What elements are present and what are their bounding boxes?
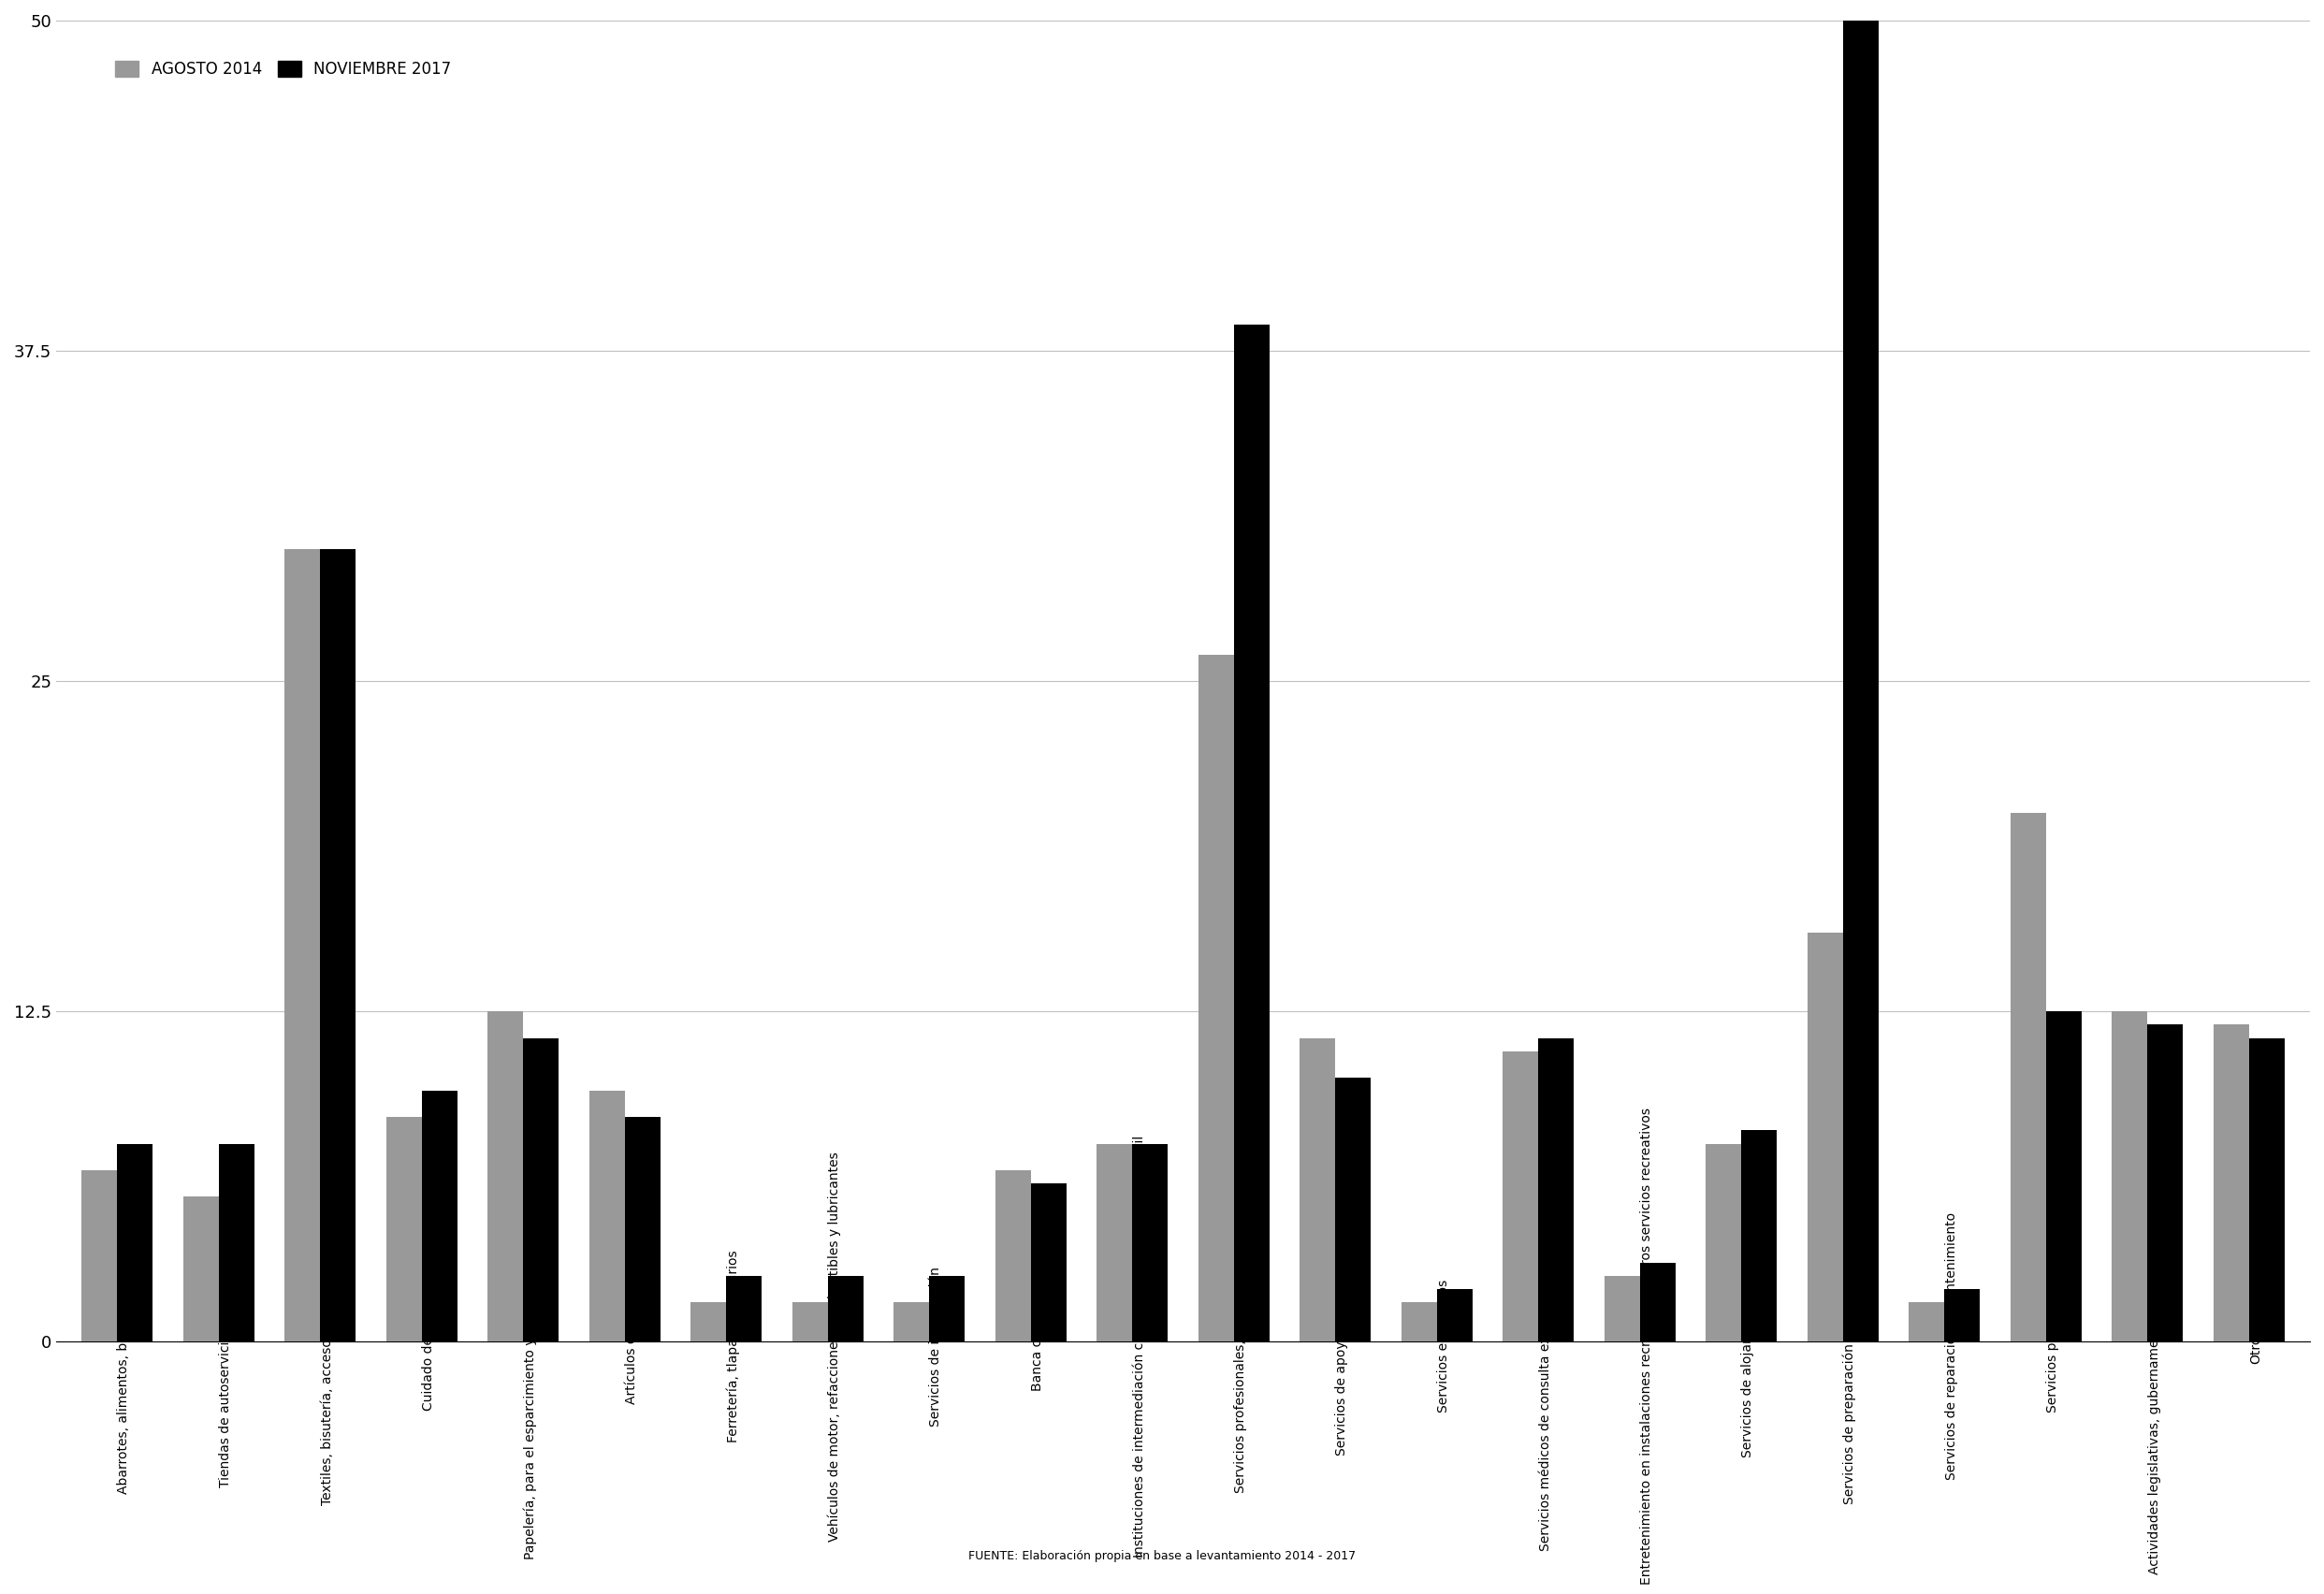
Bar: [184, 1197, 218, 1342]
Bar: [2147, 1025, 2182, 1342]
Bar: [590, 1090, 625, 1342]
Bar: [1401, 1302, 1436, 1342]
Bar: [2010, 813, 2045, 1342]
Bar: [2113, 1012, 2147, 1342]
Legend: AGOSTO 2014, NOVIEMBRE 2017: AGOSTO 2014, NOVIEMBRE 2017: [109, 54, 458, 84]
Bar: [321, 548, 356, 1342]
Bar: [1132, 1143, 1169, 1342]
Bar: [421, 1090, 458, 1342]
Bar: [284, 548, 321, 1342]
Bar: [1336, 1078, 1371, 1342]
Bar: [1199, 655, 1234, 1342]
Bar: [930, 1275, 964, 1342]
Bar: [2045, 1012, 2082, 1342]
Bar: [1504, 1050, 1538, 1342]
Bar: [1945, 1290, 1980, 1342]
Bar: [1706, 1143, 1741, 1342]
Bar: [2212, 1025, 2250, 1342]
Bar: [1538, 1038, 1573, 1342]
Bar: [792, 1302, 827, 1342]
Bar: [1097, 1143, 1132, 1342]
Bar: [1641, 1262, 1676, 1342]
Bar: [1299, 1038, 1336, 1342]
Bar: [727, 1275, 762, 1342]
Bar: [995, 1170, 1032, 1342]
Bar: [1032, 1183, 1067, 1342]
Bar: [690, 1302, 727, 1342]
Bar: [1908, 1302, 1945, 1342]
Text: FUENTE: Elaboración propia en base a levantamiento 2014 - 2017: FUENTE: Elaboración propia en base a lev…: [969, 1549, 1355, 1562]
Bar: [1234, 325, 1269, 1342]
Bar: [625, 1117, 660, 1342]
Bar: [218, 1143, 253, 1342]
Bar: [116, 1143, 153, 1342]
Bar: [386, 1117, 421, 1342]
Bar: [1436, 1290, 1473, 1342]
Bar: [827, 1275, 862, 1342]
Bar: [488, 1012, 523, 1342]
Bar: [1843, 21, 1878, 1342]
Bar: [895, 1302, 930, 1342]
Bar: [2250, 1038, 2284, 1342]
Bar: [1808, 932, 1843, 1342]
Bar: [1604, 1275, 1641, 1342]
Bar: [81, 1170, 116, 1342]
Bar: [1741, 1130, 1778, 1342]
Bar: [523, 1038, 558, 1342]
